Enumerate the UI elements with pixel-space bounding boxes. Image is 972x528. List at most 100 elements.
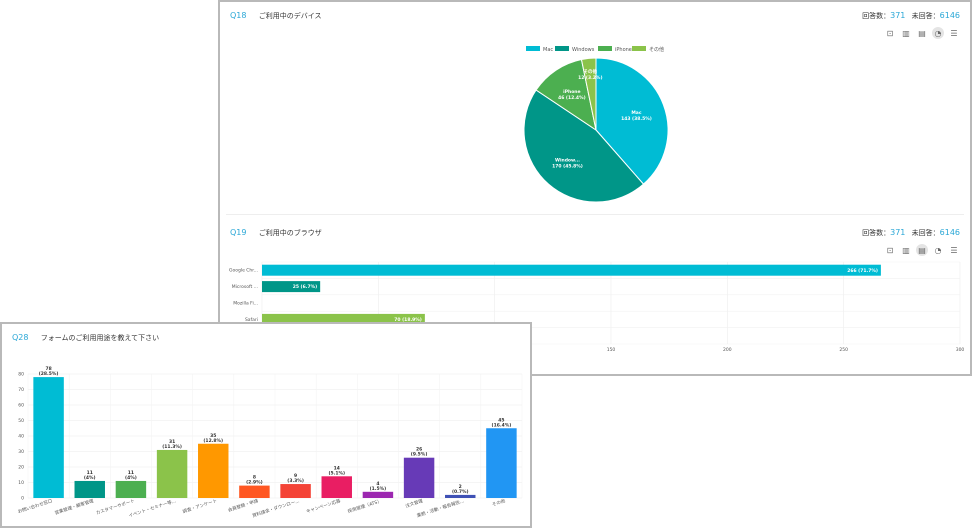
bar-value-label: 2 [459,484,462,490]
bar[interactable] [321,476,352,498]
bar[interactable] [239,485,270,498]
horizontal-bar-icon[interactable]: ▤ [918,28,926,38]
y-tick-label: 50 [18,418,24,424]
q28-panel: Q28 フォームのご利用用途を教えて下さい 0 10 20 30 40 50 60 70 80 7… [0,322,532,528]
bar-value-label: 4 [376,481,379,487]
q18-header: Q18 ご利用中のデバイス [230,11,322,21]
bar-value-label: 78 [45,366,51,372]
bar-chart-icon[interactable]: ▥ [902,28,910,38]
y-tick-label: 20 [18,465,24,471]
pie-slice-label: 143 (38.5%) [621,116,652,122]
x-tick-label: イベント・セミナー等... [128,497,177,519]
bar[interactable] [33,377,64,498]
bar[interactable] [280,484,311,498]
answered-count: 371 [890,228,906,237]
legend-item[interactable]: その他 [632,46,664,53]
bar[interactable] [445,494,476,498]
bar-pct-label: (5.1%) [328,470,345,476]
section-divider [226,214,964,215]
bar-value-label: 9 [294,473,297,479]
pie-slice-name: Window... [555,157,580,163]
q28-number: Q28 [12,333,29,342]
bar[interactable] [115,480,147,498]
y-tick-label: Microsoft ... [232,284,258,290]
bar-value-label: 14 [334,465,340,471]
q18-number: Q18 [230,11,247,20]
x-tick-label: 250 [839,347,848,353]
x-tick-label: 営業管理・顧客管理 [54,497,95,516]
download-icon[interactable]: ⊡ [886,28,894,38]
q28-bar-chart: 0102030405060708078(28.5%)お問い合わせ窓口11(4%)… [17,366,523,519]
bar-pct-label: (3.3%) [287,478,304,484]
list-icon[interactable]: ☰ [950,245,958,255]
legend-swatch [598,46,612,51]
x-tick-label: 資料請求・ダウンロー... [251,497,300,519]
bar-chart-icon[interactable]: ▥ [902,245,910,255]
list-icon[interactable]: ☰ [950,28,958,38]
bar-value-label: 35 [210,433,216,439]
q28-header: Q28 フォームのご利用用途を教えて下さい [12,333,159,343]
q18-counts: 回答数：371 未回答：6146 [862,11,960,21]
pie-slice[interactable] [523,89,645,203]
bar[interactable] [362,491,394,498]
q18-toolbar: ⊡ ▥ ▤ ◔ ☰ [884,27,960,39]
x-tick-label: キャンペーン応募 [305,497,342,515]
q19-header: Q19 ご利用中のブラウザ [230,228,322,238]
bar[interactable] [486,428,517,498]
bar[interactable] [156,449,188,498]
legend-item[interactable]: Mac [526,46,553,53]
x-tick-label: その他 [491,497,506,508]
bar-pct-label: (0.7%) [452,489,469,495]
bar-value-label: 11 [128,470,134,476]
bar[interactable] [198,443,229,498]
q19-toolbar: ⊡ ▥ ▤ ◔ ☰ [884,244,960,256]
x-tick-label: 採用管理（ATS） [347,497,383,515]
pie-chart-icon[interactable]: ◔ [934,245,942,255]
y-tick-label: 70 [18,387,24,393]
pie-slice-name: その他 [584,68,598,75]
pie-chart-icon[interactable]: ◔ [932,27,944,39]
bar-pct-label: (11.3%) [162,444,182,450]
bar-value-label: 26 [416,447,422,453]
pie-slice-label: 170 (45.8%) [552,163,583,169]
pie-slice[interactable] [580,57,597,131]
legend-swatch [632,46,646,51]
bar[interactable] [262,264,881,276]
bar-value-label: 11 [87,470,93,476]
survey-results-panel: Q18 ご利用中のデバイス 回答数：371 未回答：6146 ⊡ ▥ ▤ ◔ ☰… [218,0,972,376]
x-tick-label: 300 [956,347,965,353]
bar-pct-label: (1.5%) [370,486,387,492]
horizontal-bar-icon[interactable]: ▤ [916,244,928,256]
y-tick-label: Google Chr... [229,268,258,274]
x-tick-label: 注文管理 [404,497,424,509]
bar[interactable] [74,480,105,498]
download-icon[interactable]: ⊡ [886,245,894,255]
bar[interactable] [403,457,435,498]
q19-counts: 回答数：371 未回答：6146 [862,228,960,238]
answered-label: 回答数： [862,12,891,20]
legend-swatch [555,46,569,51]
legend-item[interactable]: Windows [555,46,595,53]
q19-title: ご利用中のブラウザ [258,229,322,237]
q19-number: Q19 [230,228,247,237]
bar-pct-label: (4%) [84,475,96,481]
legend-label: iPhone [615,47,632,53]
pie-slice-name: iPhone [563,89,580,95]
y-tick-label: 80 [18,372,24,378]
y-tick-label: 40 [18,434,24,440]
q18-title: ご利用中のデバイス [258,12,322,20]
unanswered-label: 未回答： [911,229,940,237]
bar[interactable] [262,313,425,325]
bar[interactable] [262,281,321,293]
legend-item[interactable]: iPhone [598,46,632,53]
pie-slice[interactable] [595,57,669,185]
bar-value-label: 31 [169,439,175,445]
bar-pct-label: (9.5%) [411,452,428,458]
x-tick-label: 業務・活動・報告報告... [416,497,465,519]
x-tick-label: 150 [607,347,616,353]
q28-title: フォームのご利用用途を教えて下さい [40,334,160,342]
q18-section: Q18 ご利用中のデバイス 回答数：371 未回答：6146 ⊡ ▥ ▤ ◔ ☰… [220,2,970,212]
bar-value-label: 45 [498,417,504,423]
bar-label: 266 (71.7%) [847,268,878,274]
